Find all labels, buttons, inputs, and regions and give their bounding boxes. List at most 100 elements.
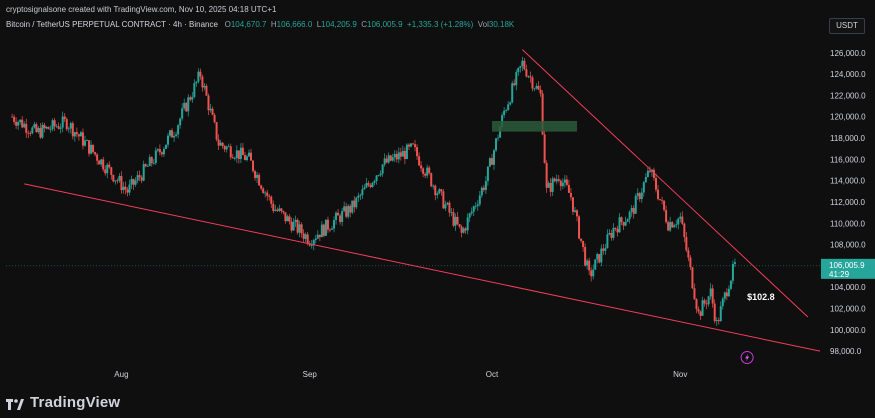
current-price-label: 106,005.9	[829, 261, 865, 270]
candle-body	[576, 210, 579, 217]
candle	[341, 207, 344, 227]
symbol-title[interactable]: Bitcoin / TetherUS PERPETUAL CONTRACT · …	[6, 20, 218, 29]
candle-body	[102, 159, 105, 170]
candle-body	[468, 213, 471, 218]
candle	[442, 189, 445, 210]
candle-body	[381, 164, 384, 174]
candle	[231, 153, 234, 159]
y-tick-label: 116,000.0	[830, 155, 866, 164]
candle	[158, 144, 161, 156]
candle	[160, 151, 163, 157]
candle	[116, 178, 119, 184]
candle	[138, 170, 141, 182]
candle-body	[136, 175, 139, 181]
candle-body	[347, 205, 350, 217]
candle-body	[456, 216, 459, 225]
candle-body	[59, 127, 62, 129]
candle-body	[337, 212, 340, 216]
candle	[523, 57, 526, 71]
candle	[533, 87, 536, 92]
y-tick-label: 102,000.0	[830, 305, 866, 314]
candle	[162, 146, 165, 158]
candle-body	[286, 216, 289, 222]
price-axis: 126,000.0 124,000.0 122,000.0 120,000.0 118,…	[821, 49, 875, 356]
candle-body	[213, 114, 216, 123]
candle-body	[527, 76, 530, 78]
candle-body	[122, 186, 125, 191]
candle-body	[695, 299, 698, 310]
candle	[381, 164, 384, 177]
ohlc-legend: Bitcoin / TetherUS PERPETUAL CONTRACT · …	[6, 20, 514, 29]
candle-body	[685, 237, 688, 251]
candle	[389, 155, 392, 162]
candle	[367, 180, 370, 188]
candle	[725, 288, 728, 301]
candle	[663, 200, 666, 212]
candle	[108, 161, 111, 169]
candle	[57, 122, 60, 130]
candle	[262, 186, 265, 194]
candle-body	[612, 227, 615, 238]
candle-body	[484, 181, 487, 190]
candle	[521, 56, 524, 72]
footer-bar	[0, 385, 875, 418]
candle	[245, 154, 248, 162]
tradingview-logo[interactable]: TradingView	[6, 391, 120, 413]
candle-body	[430, 173, 433, 187]
candle-body	[667, 222, 670, 231]
candle	[659, 199, 662, 201]
candle	[460, 224, 463, 238]
candle-body	[450, 212, 453, 214]
candle-body	[100, 159, 103, 165]
lightning-bolt-icon	[745, 353, 750, 362]
candle	[616, 225, 619, 237]
candle-body	[464, 228, 467, 231]
candle	[409, 142, 412, 148]
candle	[673, 223, 676, 228]
price-chart[interactable]: $102.8 126,000.0 124,000.0 122,000.0 120,00…	[0, 0, 875, 385]
candle-body	[600, 248, 603, 263]
candle-body	[85, 140, 88, 142]
candle-body	[300, 224, 303, 234]
candle	[671, 221, 674, 228]
candle	[703, 298, 706, 307]
candle	[553, 177, 556, 183]
candle	[586, 258, 589, 270]
candle-body	[235, 150, 238, 159]
candle	[693, 283, 696, 300]
candle-body	[183, 102, 186, 109]
candle	[47, 126, 50, 130]
candle-body	[488, 158, 491, 167]
candle-body	[428, 167, 431, 174]
candle-body	[701, 300, 704, 316]
candle-body	[545, 162, 548, 188]
candle	[497, 134, 500, 142]
candle-body	[247, 152, 250, 157]
candle-body	[648, 170, 651, 172]
low-label: L	[316, 20, 322, 29]
candle-body	[130, 179, 133, 185]
candle-body	[126, 189, 129, 193]
candle	[229, 143, 232, 160]
candle-body	[531, 77, 534, 89]
candle	[65, 117, 68, 132]
candle	[503, 107, 506, 119]
candle	[298, 220, 301, 238]
candle-body	[53, 120, 56, 127]
candle	[484, 176, 487, 194]
candle	[239, 143, 242, 163]
candle	[596, 252, 599, 264]
candle	[353, 196, 356, 213]
candle	[280, 207, 283, 214]
candle	[707, 295, 710, 307]
candle	[610, 229, 613, 241]
lower-support-trendline	[24, 183, 821, 352]
candle-body	[480, 187, 483, 196]
candle	[472, 205, 475, 217]
candle	[420, 161, 423, 172]
candle	[614, 227, 617, 232]
candle-body	[418, 156, 421, 166]
currency-button[interactable]: USDT	[829, 18, 865, 34]
candle	[183, 98, 186, 111]
candle	[90, 140, 93, 155]
